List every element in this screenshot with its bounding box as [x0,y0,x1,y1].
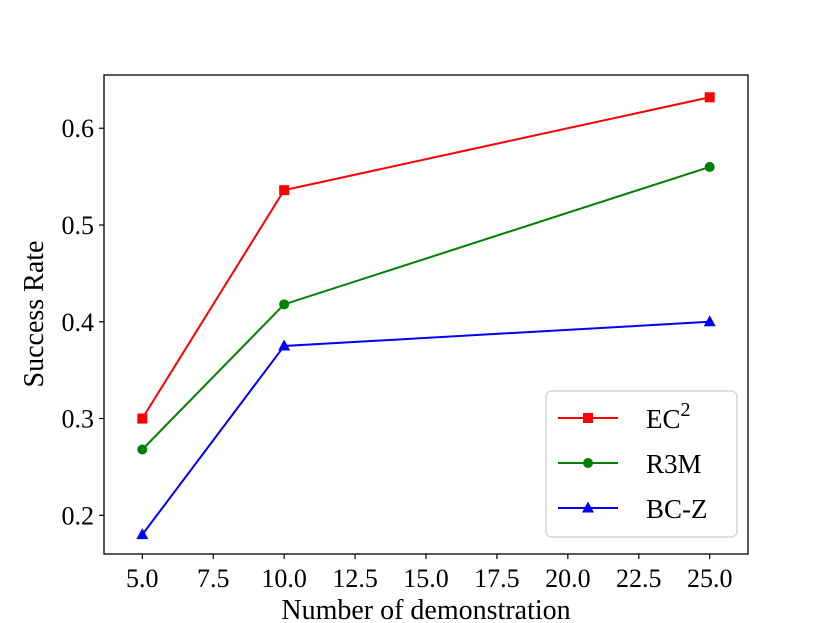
x-tick-label: 12.5 [332,564,378,593]
y-tick-label: 0.4 [62,308,95,337]
legend-label: BC-Z [646,494,708,524]
x-tick-label: 22.5 [616,564,662,593]
legend-frame [545,390,738,538]
legend-label: EC2 [646,399,691,434]
x-tick-label: 15.0 [403,564,449,593]
legend-marker [582,501,594,513]
x-axis-ticks: 5.0 7.5 10.0 12.5 15.0 17.5 20.0 22.5 25.0 [126,554,732,593]
legend-label: R3M [646,449,702,479]
x-axis-label: Number of demonstration [281,595,570,623]
legend-marker [583,458,593,468]
legend-label-text: BC-Z [646,494,708,524]
x-tick-label: 7.5 [197,564,230,593]
legend-label-text: EC [646,404,681,434]
series-bc-z [136,315,716,540]
x-tick-label: 5.0 [126,564,159,593]
series-r3m [137,161,715,455]
legend-entry: BC-Z [558,494,708,524]
legend-marker [583,413,593,423]
data-point [703,315,716,327]
x-tick-label: 10.0 [261,564,307,593]
legend: EC2 R3M BC-Z [545,390,738,538]
y-axis-label: Success Rate [19,241,50,388]
legend-entry: EC2 [558,399,691,434]
data-point [278,339,291,351]
data-point [704,161,715,172]
y-axis-ticks: 0.2 0.3 0.4 0.5 0.6 [62,114,104,530]
data-point [279,299,290,310]
series-ec [137,92,715,424]
y-tick-label: 0.6 [62,114,95,143]
series-group [136,92,716,540]
data-point [704,92,715,103]
y-tick-label: 0.5 [62,211,95,240]
y-tick-label: 0.3 [62,405,95,434]
data-point [279,185,290,196]
data-point [136,528,149,540]
legend-label-text: R3M [646,449,702,479]
data-point [137,413,148,424]
legend-entry: R3M [558,449,702,479]
x-tick-label: 25.0 [687,564,733,593]
x-tick-label: 17.5 [474,564,520,593]
x-tick-label: 20.0 [545,564,591,593]
legend-label-superscript: 2 [681,399,691,421]
data-point [137,444,148,455]
y-tick-label: 0.2 [62,501,95,530]
